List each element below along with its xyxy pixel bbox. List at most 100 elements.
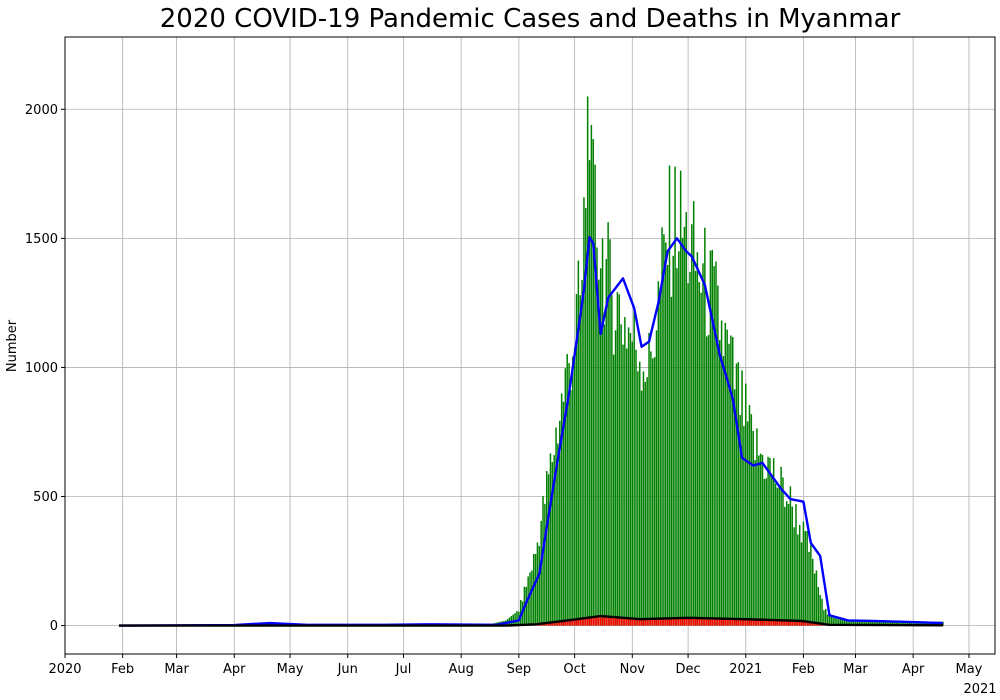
deaths-bar <box>553 621 555 626</box>
cases-bar <box>838 619 840 626</box>
cases-bar <box>875 620 877 626</box>
cases-bar <box>598 279 600 626</box>
deaths-bar <box>696 618 699 626</box>
cases-bar <box>685 212 687 626</box>
deaths-bar <box>776 620 779 626</box>
deaths-bar <box>705 618 708 626</box>
cases-bar <box>540 520 542 626</box>
cases-bar <box>661 227 663 626</box>
deaths-bar <box>767 619 769 626</box>
cases-bar <box>785 501 788 626</box>
deaths-bar <box>564 620 567 626</box>
cases-bar <box>614 330 617 626</box>
deaths-bar <box>599 616 602 626</box>
cases-bar <box>793 527 795 626</box>
cases-bar <box>618 294 621 626</box>
deaths-bar <box>810 622 812 626</box>
cases-bar <box>791 506 794 626</box>
deaths-bar <box>687 617 689 626</box>
cases-bar <box>858 619 860 626</box>
cases-bar <box>834 616 836 626</box>
cases-bar <box>616 292 619 626</box>
cases-bar <box>581 279 583 626</box>
deaths-bar <box>698 618 701 626</box>
deaths-bar <box>942 625 944 626</box>
cases-bar <box>711 249 714 626</box>
cases-bar <box>542 496 544 626</box>
cases-bar <box>590 124 593 626</box>
deaths-bar <box>670 618 673 626</box>
cases-bar <box>901 620 903 626</box>
deaths-bar <box>728 618 730 626</box>
cases-bar <box>910 621 913 626</box>
cases-bar <box>717 285 719 626</box>
deaths-bar <box>612 617 615 626</box>
cases-bar <box>612 354 615 626</box>
cases-bar <box>625 348 628 626</box>
cases-bar <box>635 349 637 626</box>
cases-bar <box>620 324 622 626</box>
cases-bar <box>886 620 888 626</box>
deaths-bar <box>718 618 721 626</box>
cases-bar <box>678 251 680 626</box>
deaths-bar <box>692 617 695 626</box>
cases-bar <box>748 405 751 626</box>
deaths-bar <box>598 616 600 626</box>
deaths-bar <box>681 617 684 626</box>
cases-bar <box>797 534 799 626</box>
x-tick-label: Nov <box>620 662 646 677</box>
cases-bar <box>564 368 567 626</box>
cases-bar <box>784 506 786 626</box>
y-tick-label: 0 <box>50 619 58 634</box>
deaths-bar <box>585 618 587 626</box>
deaths-bar <box>620 617 622 626</box>
deaths-bar <box>724 618 727 626</box>
deaths-bar <box>780 620 782 626</box>
deaths-bar <box>702 618 704 626</box>
deaths-bar <box>603 616 606 626</box>
cases-bar <box>839 619 842 626</box>
cases-bar <box>650 351 652 626</box>
cases-bar <box>583 197 585 626</box>
cases-bar <box>817 587 820 626</box>
cases-bar <box>692 201 695 626</box>
deaths-bar <box>769 619 771 626</box>
deaths-bar <box>581 618 583 626</box>
deaths-bar <box>763 619 766 626</box>
deaths-bar <box>784 620 786 626</box>
cases-bar <box>702 263 704 626</box>
deaths-bar <box>683 617 686 626</box>
cases-bar <box>759 453 762 626</box>
cases-bar <box>555 427 557 626</box>
x-tick-label: Apr <box>902 662 925 677</box>
deaths-bar <box>745 619 747 626</box>
deaths-bar <box>758 619 760 626</box>
cases-bar <box>659 287 661 626</box>
cases-bar <box>573 347 576 626</box>
deaths-bar <box>661 618 663 626</box>
cases-bar <box>534 553 537 626</box>
x-tick-label: Jul <box>395 662 412 677</box>
cases-bar <box>672 255 674 626</box>
cases-bar <box>700 292 702 626</box>
cases-bar <box>624 317 626 626</box>
cases-bar <box>546 471 548 626</box>
cases-bar <box>903 621 905 626</box>
deaths-bar <box>774 620 777 626</box>
cases-bar <box>516 611 518 626</box>
deaths-bar <box>791 620 794 626</box>
deaths-bar <box>709 618 712 626</box>
cases-bar <box>683 226 686 626</box>
cases-bar <box>765 478 767 626</box>
deaths-bars <box>508 616 944 626</box>
deaths-bar <box>798 620 801 626</box>
deaths-bar <box>637 618 639 626</box>
deaths-bar <box>700 618 702 626</box>
cases-bar <box>836 618 838 626</box>
deaths-bar <box>546 622 548 626</box>
cases-bar <box>512 614 515 626</box>
deaths-bar <box>655 618 658 626</box>
cases-bar <box>771 474 773 626</box>
cases-bar <box>586 96 589 626</box>
cases-bar <box>639 361 641 626</box>
